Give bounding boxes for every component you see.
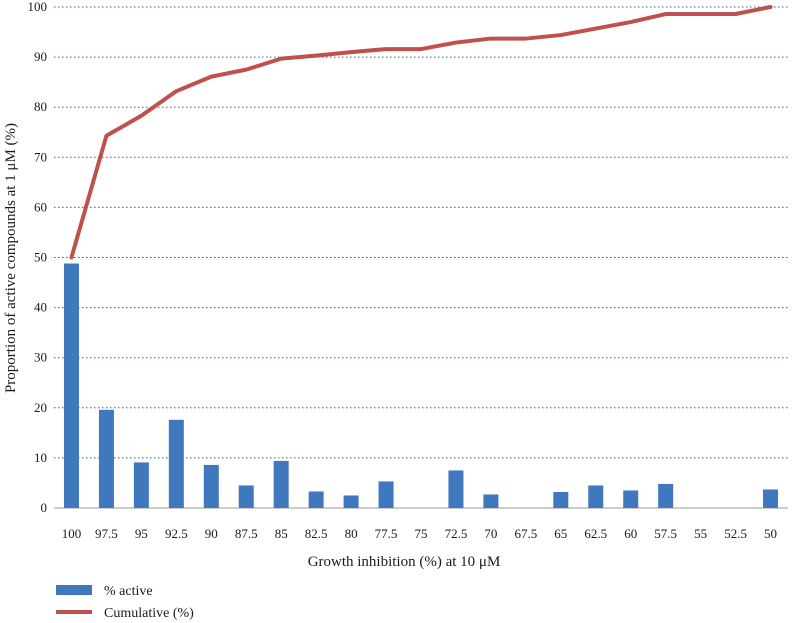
bar [308,491,324,508]
y-tick-label: 40 [34,300,47,315]
bar [168,419,184,508]
x-tick-label: 50 [764,526,777,541]
bar [238,485,254,508]
bar [343,495,359,508]
bar [623,490,639,508]
x-tick-label: 82.5 [305,526,328,541]
x-tick-label: 67.5 [514,526,537,541]
line-series [69,5,773,260]
y-tick-label: 70 [34,149,47,164]
bar [273,460,289,508]
y-tick-label: 100 [28,0,48,14]
y-tick-label: 90 [34,49,47,64]
y-tick-label: 0 [41,500,48,515]
bar [98,409,114,508]
y-tick-label: 20 [34,400,47,415]
y-tick-labels: 0 10 20 30 40 50 60 70 80 90 100 [28,0,48,515]
x-tick-label: 62.5 [584,526,607,541]
x-tick-labels: 100 97.5 95 92.5 90 87.5 85 82.5 80 77.5 75 72.5 70 6… [62,526,777,541]
bar [553,491,569,508]
bar [63,263,79,508]
legend: % active Cumulative (%) [56,584,194,621]
x-tick-label: 70 [484,526,497,541]
x-tick-label: 97.5 [95,526,118,541]
bar [483,494,499,508]
x-tick-label: 55 [694,526,707,541]
x-tick-label: 57.5 [654,526,677,541]
bar [133,462,149,508]
legend-label-line: Cumulative (%) [104,606,194,621]
x-tick-label: 80 [345,526,358,541]
bar [658,483,674,508]
cumulative-line [69,5,773,260]
legend-label-bar: % active [104,584,153,599]
x-tick-label: 92.5 [165,526,188,541]
bar [588,485,604,508]
y-tick-label: 80 [34,99,47,114]
bar [203,464,219,508]
legend-swatch-bar [56,585,92,595]
x-tick-label: 52.5 [724,526,747,541]
bar [448,470,464,508]
y-tick-label: 60 [34,199,47,214]
y-tick-label: 10 [34,450,47,465]
x-tick-label: 77.5 [375,526,398,541]
x-tick-label: 75 [415,526,428,541]
y-tick-label: 50 [34,250,47,265]
y-tick-label: 30 [34,350,47,365]
bar [378,481,394,508]
x-tick-label: 72.5 [445,526,468,541]
x-tick-label: 90 [205,526,218,541]
x-tick-label: 95 [135,526,148,541]
gridlines [54,6,788,459]
bar [763,489,779,508]
y-axis-label: Proportion of active compounds at 1 μM (… [3,123,19,393]
x-axis-label: Growth inhibition (%) at 10 μM [308,554,501,570]
x-tick-label: 100 [62,526,82,541]
x-tick-label: 60 [624,526,637,541]
x-tick-label: 65 [554,526,567,541]
x-tick-label: 85 [275,526,288,541]
bar-series [63,263,779,508]
x-tick-label: 87.5 [235,526,258,541]
